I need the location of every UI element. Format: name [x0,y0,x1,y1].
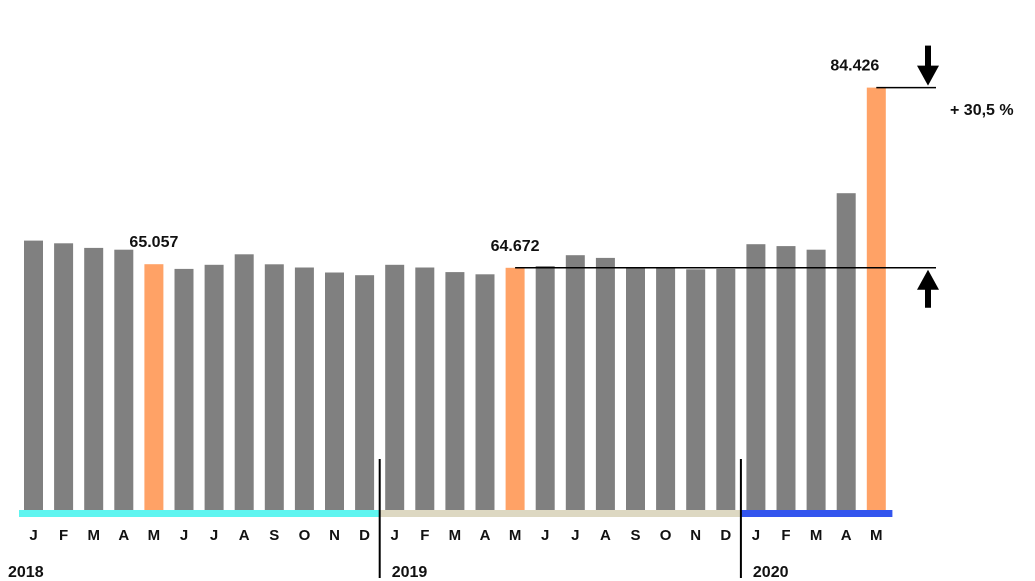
bar-2 [84,247,104,511]
bar-28 [866,87,886,511]
bar-12 [385,264,405,511]
bar-9 [294,267,314,511]
month-label-0: J [29,527,37,544]
month-label-16: M [509,527,522,544]
bar-23 [716,268,736,511]
bar-24 [746,244,766,511]
bar-26 [806,249,826,511]
month-label-28: M [870,527,883,544]
month-label-18: J [571,527,579,544]
month-label-5: J [180,527,188,544]
bar-11 [355,275,375,511]
arrow-up-icon [917,269,939,290]
bar-15 [475,274,495,511]
month-label-11: D [359,527,370,544]
month-label-1: F [59,527,68,544]
month-label-23: D [720,527,731,544]
month-label-7: A [239,527,250,544]
bar-1 [54,243,74,512]
bar-16 [505,267,525,511]
year-band-0 [19,510,380,517]
month-label-8: S [269,527,279,544]
month-label-22: N [690,527,701,544]
year-label-2: 2020 [753,564,789,581]
year-bands [19,510,893,517]
month-label-6: J [210,527,218,544]
month-label-21: O [660,527,672,544]
month-label-24: J [752,527,760,544]
bar-5 [174,268,194,511]
bar-25 [776,246,796,511]
bar-6 [204,264,224,511]
bars-group [24,87,886,512]
year-label-0: 2018 [8,564,44,581]
arrow-down-shaft [925,45,931,68]
year-band-2 [740,510,893,517]
bar-22 [686,269,706,511]
bar-10 [325,272,344,511]
arrow-down-icon [917,65,939,86]
month-label-25: F [781,527,790,544]
data-labels: 65.057 64.672 84.426 [129,58,879,255]
arrow-up-shaft [925,287,931,308]
bar-27 [836,193,856,511]
data-label-1: 64.672 [491,238,540,255]
month-label-10: N [329,527,340,544]
percent-change-label: + 30,5 % [950,102,1014,119]
data-label-2: 84.426 [830,58,879,75]
change-annotation: + 30,5 % [515,45,1014,308]
month-label-4: M [148,527,161,544]
bar-7 [234,254,254,512]
month-label-27: A [841,527,852,544]
month-label-13: F [420,527,429,544]
bar-18 [565,255,585,511]
bar-0 [24,240,43,511]
year-dividers [378,459,742,578]
bar-17 [535,266,555,511]
month-label-19: A [600,527,611,544]
bar-21 [656,267,676,511]
bar-8 [264,264,284,511]
bar-14 [445,272,465,511]
month-label-12: J [391,527,399,544]
bar-13 [415,267,435,511]
year-labels: 2018 2019 2020 [8,564,789,581]
bar-4 [144,264,164,511]
bar-19 [595,257,615,511]
month-label-2: M [87,527,100,544]
month-label-15: A [480,527,491,544]
bar-3 [114,249,134,511]
month-label-9: O [299,527,311,544]
month-label-17: J [541,527,549,544]
month-label-26: M [810,527,823,544]
bar-20 [626,267,645,511]
month-label-3: A [118,527,129,544]
month-label-20: S [630,527,640,544]
year-band-1 [379,510,741,517]
year-label-1: 2019 [392,564,428,581]
data-label-0: 65.057 [129,234,178,251]
month-label-14: M [449,527,462,544]
